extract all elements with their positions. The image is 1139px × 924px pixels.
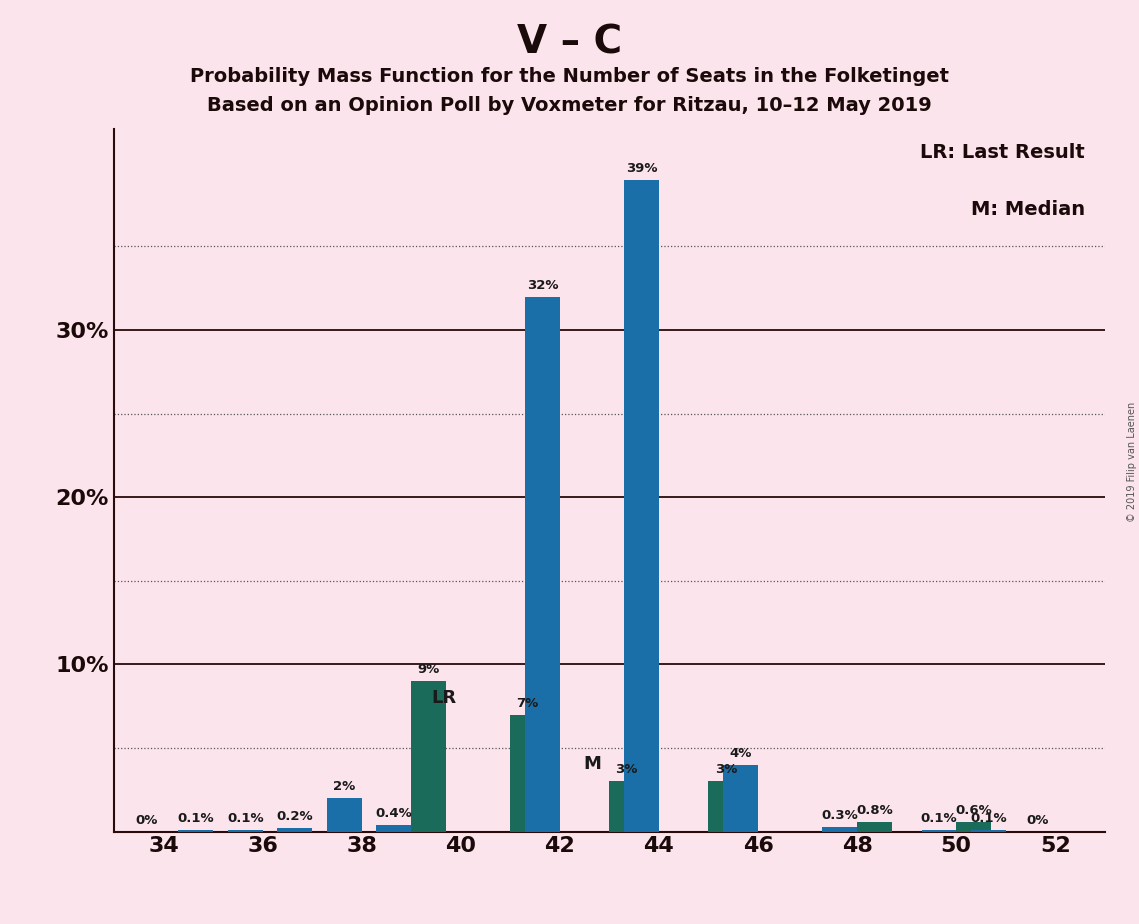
Text: 0.1%: 0.1% [920, 812, 957, 825]
Bar [624, 179, 658, 832]
Bar [377, 825, 411, 832]
Text: 0.2%: 0.2% [277, 810, 313, 823]
Text: 0.1%: 0.1% [970, 812, 1007, 825]
Bar [228, 830, 263, 832]
Text: 39%: 39% [625, 162, 657, 175]
Text: Probability Mass Function for the Number of Seats in the Folketinget: Probability Mass Function for the Number… [190, 67, 949, 86]
Text: 0%: 0% [1026, 814, 1049, 827]
Text: 32%: 32% [526, 278, 558, 292]
Text: LR: Last Result: LR: Last Result [920, 143, 1085, 163]
Text: 7%: 7% [516, 697, 539, 710]
Text: 3%: 3% [615, 763, 638, 776]
Bar [858, 821, 892, 832]
Bar [179, 830, 213, 832]
Bar [525, 297, 560, 832]
Bar [957, 821, 991, 832]
Text: 0.1%: 0.1% [227, 812, 263, 825]
Bar [411, 681, 445, 832]
Text: 0.6%: 0.6% [956, 804, 992, 817]
Bar [921, 830, 957, 832]
Text: Based on an Opinion Poll by Voxmeter for Ritzau, 10–12 May 2019: Based on an Opinion Poll by Voxmeter for… [207, 96, 932, 116]
Text: V – C: V – C [517, 23, 622, 61]
Text: 0.3%: 0.3% [821, 808, 858, 821]
Bar [510, 714, 544, 832]
Bar [822, 827, 858, 832]
Bar [278, 828, 312, 832]
Text: 0.8%: 0.8% [857, 804, 893, 817]
Bar [327, 798, 362, 832]
Text: M: Median: M: Median [970, 200, 1085, 219]
Bar [972, 830, 1006, 832]
Bar [609, 782, 644, 832]
Bar [723, 765, 759, 832]
Text: LR: LR [431, 689, 456, 708]
Text: © 2019 Filip van Laenen: © 2019 Filip van Laenen [1126, 402, 1137, 522]
Text: 3%: 3% [714, 763, 737, 776]
Text: 2%: 2% [334, 780, 355, 793]
Text: 0%: 0% [134, 814, 157, 827]
Text: 4%: 4% [729, 747, 752, 760]
Text: 9%: 9% [417, 663, 440, 676]
Text: M: M [583, 755, 601, 773]
Text: 0.1%: 0.1% [178, 812, 214, 825]
Bar [708, 782, 743, 832]
Text: 0.4%: 0.4% [376, 807, 412, 820]
